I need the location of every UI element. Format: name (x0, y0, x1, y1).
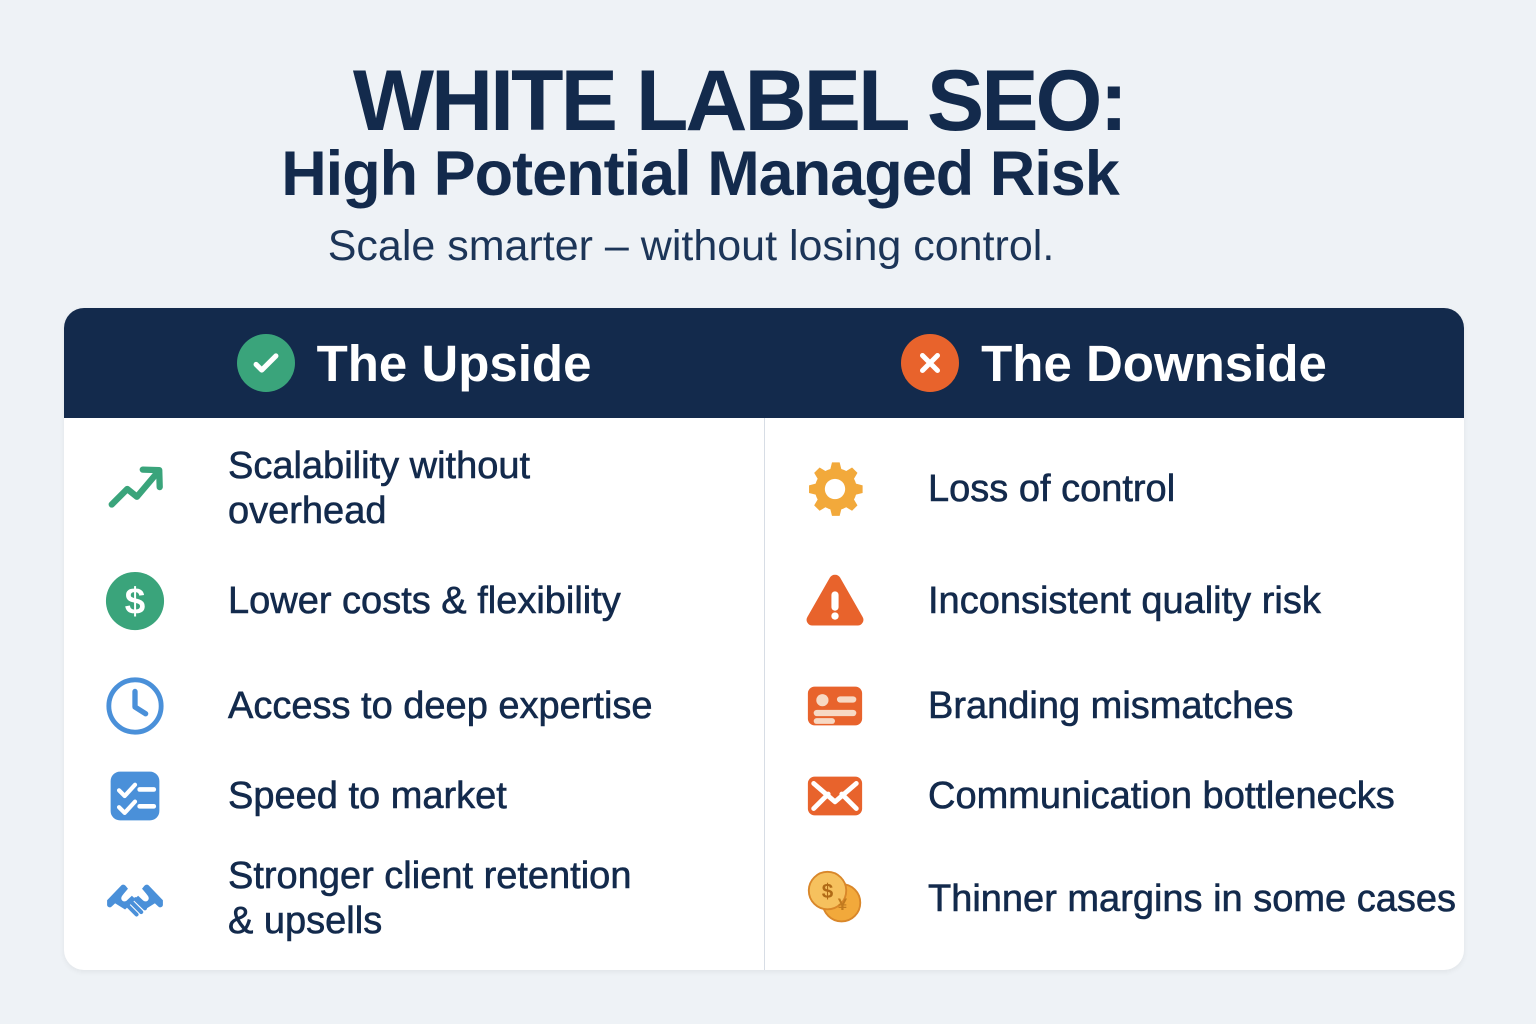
svg-text:¥: ¥ (838, 895, 848, 914)
svg-text:$: $ (125, 581, 145, 622)
svg-text:$: $ (822, 880, 834, 903)
